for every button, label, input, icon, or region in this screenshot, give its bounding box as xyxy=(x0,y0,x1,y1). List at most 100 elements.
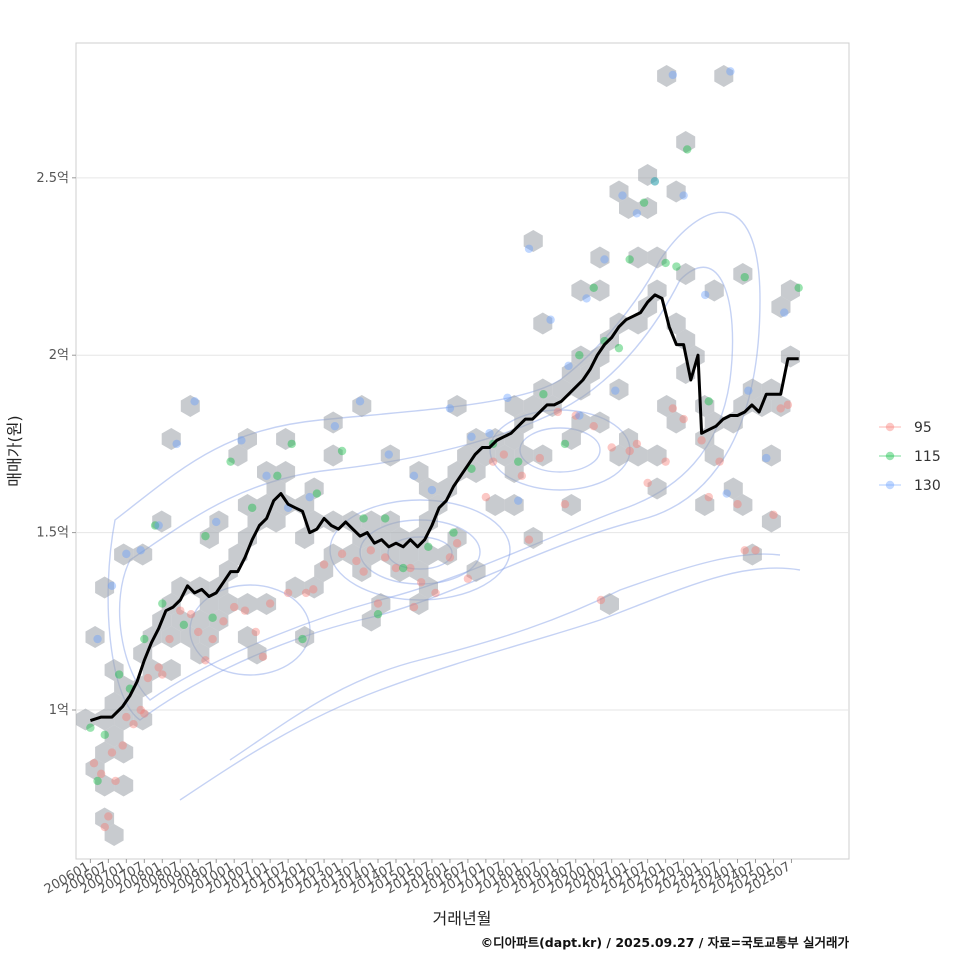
hex-bin xyxy=(533,378,553,401)
hex-bin xyxy=(209,609,229,632)
data-point-95 xyxy=(100,822,109,832)
data-point-95 xyxy=(337,549,347,559)
hex-bin xyxy=(733,263,753,285)
data-point-130 xyxy=(122,549,131,559)
data-point-115 xyxy=(639,198,649,207)
hex-bin xyxy=(95,807,115,830)
hex-bin xyxy=(361,543,381,566)
hex-bin xyxy=(314,560,334,582)
data-point-95 xyxy=(740,546,749,555)
data-point-95 xyxy=(301,588,311,598)
data-point-130 xyxy=(262,471,271,481)
data-point-115 xyxy=(158,599,167,608)
data-point-95 xyxy=(319,560,329,569)
hex-bin xyxy=(323,510,343,533)
data-point-130 xyxy=(600,255,609,264)
hex-bin xyxy=(771,296,791,318)
hex-bin xyxy=(485,494,505,516)
hex-bin xyxy=(571,411,591,434)
legend: 95 115 130 xyxy=(879,420,941,494)
hex-bin xyxy=(504,494,524,516)
hex-bin xyxy=(199,527,219,549)
hex-bin xyxy=(685,345,705,368)
data-point-95 xyxy=(258,652,268,661)
hex-bin xyxy=(323,411,343,434)
hex-bin xyxy=(676,263,696,285)
data-point-95 xyxy=(463,574,473,583)
hex-bin xyxy=(304,576,324,599)
data-point-130 xyxy=(467,432,476,442)
y-tick-label: 1.5억 xyxy=(36,526,69,541)
data-point-130 xyxy=(700,290,710,300)
data-point-95 xyxy=(668,404,678,413)
hex-bin xyxy=(114,741,134,764)
data-point-95 xyxy=(194,627,203,637)
hex-bin xyxy=(133,708,153,731)
data-point-130 xyxy=(136,546,145,555)
hex-bin xyxy=(161,659,181,681)
hex-bin xyxy=(180,395,200,417)
legend-key-point xyxy=(885,422,895,432)
data-point-130 xyxy=(237,436,246,445)
data-point-95 xyxy=(643,478,652,488)
data-point-115 xyxy=(424,542,433,551)
data-point-95 xyxy=(751,546,760,555)
density-contour xyxy=(229,553,781,761)
data-point-95 xyxy=(373,599,383,608)
data-point-95 xyxy=(431,588,440,598)
data-point-115 xyxy=(614,343,624,353)
data-point-95 xyxy=(219,617,228,626)
hex-bin xyxy=(352,395,372,417)
hex-bin xyxy=(523,230,543,252)
hex-bin xyxy=(666,411,686,434)
data-point-130 xyxy=(409,471,419,481)
hex-density-bins xyxy=(76,65,800,846)
data-point-95 xyxy=(733,500,742,509)
data-point-95 xyxy=(488,457,498,466)
data-point-115 xyxy=(179,620,189,630)
data-point-130 xyxy=(514,496,523,505)
data-point-115 xyxy=(298,634,307,644)
data-point-95 xyxy=(136,705,145,715)
data-point-95 xyxy=(186,610,196,619)
hex-bin xyxy=(504,395,524,417)
y-tick-label: 1억 xyxy=(49,703,69,718)
hex-bin xyxy=(609,378,629,401)
data-point-115 xyxy=(794,283,803,292)
data-point-115 xyxy=(86,723,95,732)
data-point-95 xyxy=(452,539,462,548)
data-point-95 xyxy=(632,439,642,449)
hex-bin xyxy=(180,626,200,648)
hex-bin xyxy=(171,609,191,632)
data-point-130 xyxy=(503,393,512,402)
hex-bin xyxy=(647,246,667,269)
hex-bin xyxy=(342,510,362,533)
data-point-95 xyxy=(107,748,117,757)
hex-bin xyxy=(590,411,610,434)
y-axis-title: 매매가(원) xyxy=(5,415,24,486)
data-point-95 xyxy=(596,595,606,605)
data-point-130 xyxy=(212,517,221,527)
data-point-130 xyxy=(618,191,627,200)
data-point-95 xyxy=(783,400,793,410)
hex-bin xyxy=(247,642,267,665)
data-point-95 xyxy=(517,471,527,481)
data-point-95 xyxy=(406,563,415,573)
data-point-115 xyxy=(467,464,476,473)
hex-bin xyxy=(409,560,429,582)
data-point-95 xyxy=(309,585,318,594)
hex-bin xyxy=(523,395,543,417)
data-point-115 xyxy=(650,177,660,186)
hex-bin xyxy=(447,527,467,549)
hex-bin xyxy=(237,593,257,615)
y-tick-label: 2억 xyxy=(49,348,69,363)
hex-bin xyxy=(495,444,515,467)
data-point-115 xyxy=(93,776,102,786)
hex-bin xyxy=(571,378,591,401)
data-point-130 xyxy=(582,294,591,303)
trend-line xyxy=(89,293,799,723)
data-point-115 xyxy=(539,390,548,399)
hex-bin xyxy=(609,180,629,203)
data-point-130 xyxy=(611,386,620,395)
hex-bin xyxy=(590,279,610,302)
